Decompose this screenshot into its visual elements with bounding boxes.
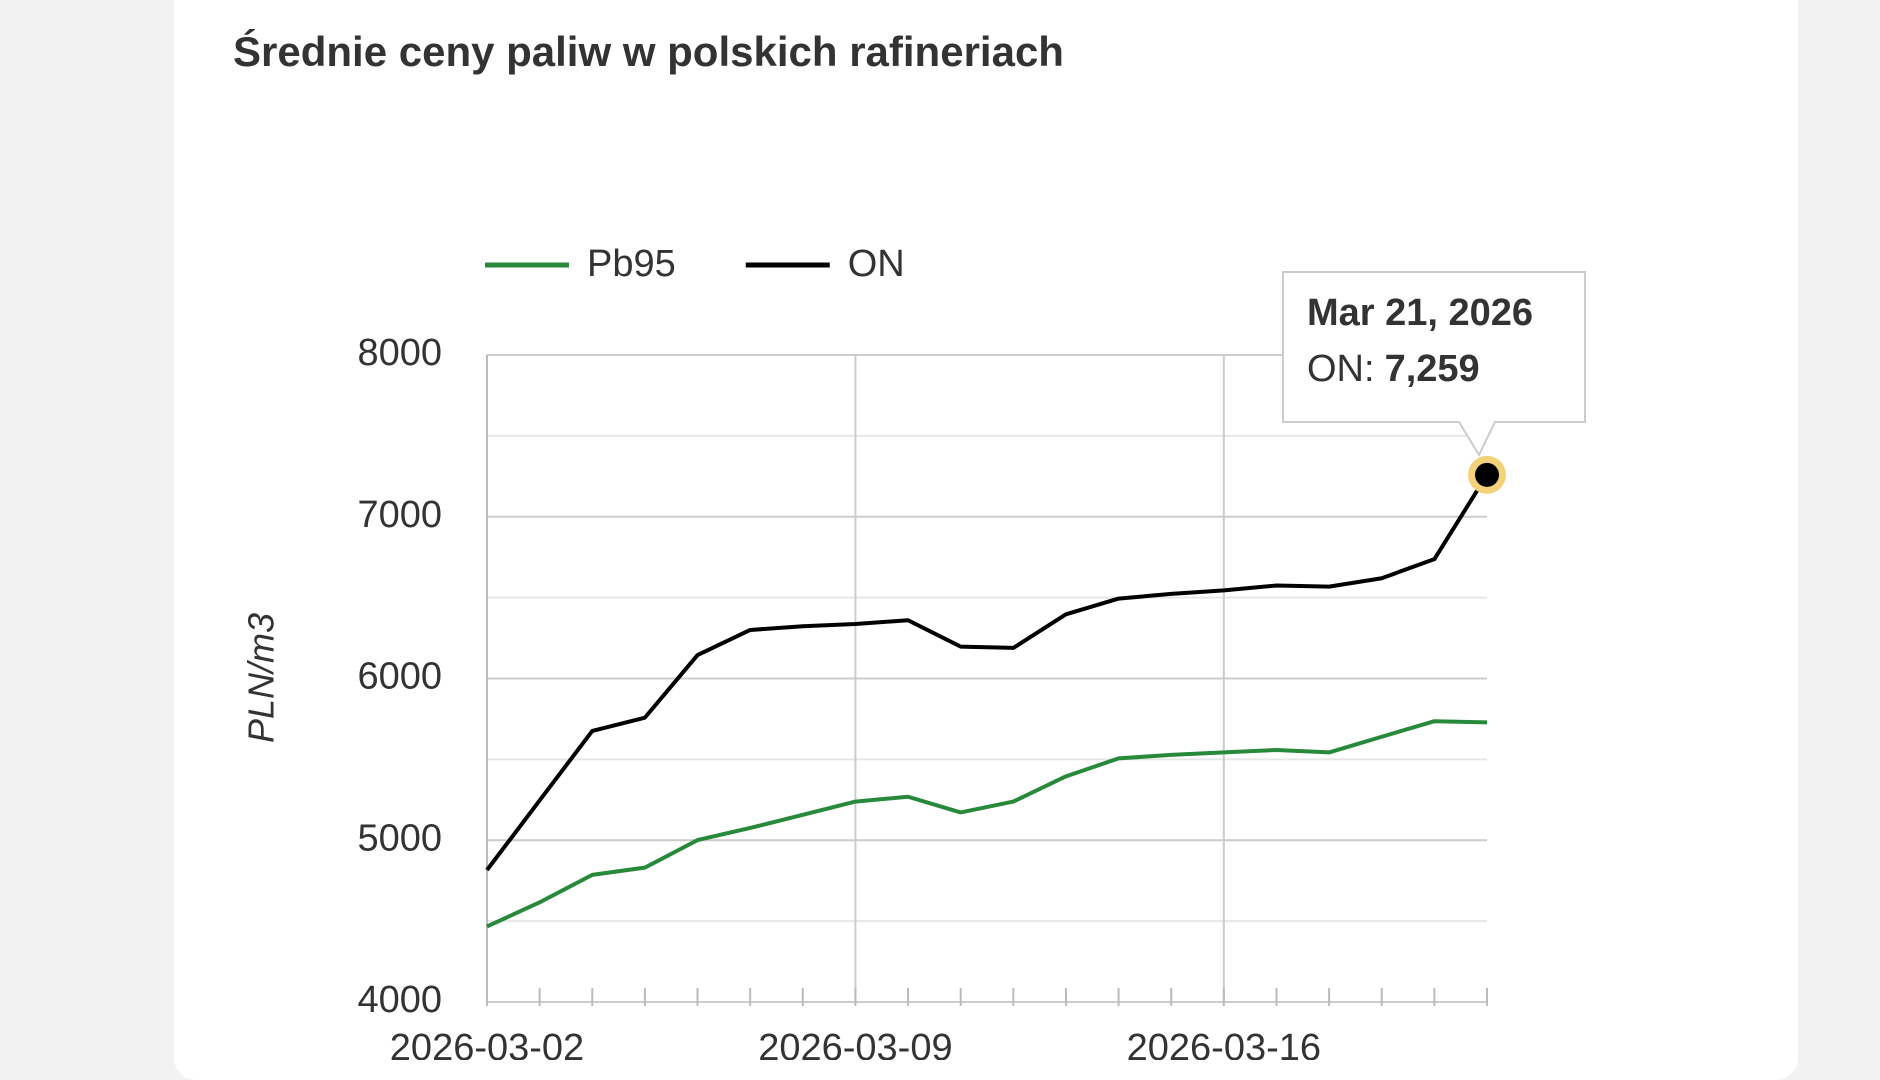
legend-label: Pb95 — [587, 243, 676, 285]
y-tick-label: 6000 — [357, 656, 442, 698]
tooltip-date: Mar 21, 2026 — [1307, 292, 1533, 334]
x-tick-label: 2026-03-02 — [390, 1027, 584, 1060]
legend-label: ON — [848, 243, 905, 285]
x-tick-label: 2026-03-09 — [758, 1027, 952, 1060]
series-line — [485, 473, 1489, 872]
y-tick-label: 8000 — [357, 332, 442, 374]
y-tick-label: 4000 — [357, 979, 442, 1021]
card — [174, 0, 1798, 1080]
y-tick-label: 7000 — [357, 494, 442, 536]
y-tick-label: 5000 — [357, 817, 442, 859]
tooltip-value: 7,259 — [1385, 348, 1480, 390]
y-axis-label: PLN/m3 — [241, 613, 282, 743]
tooltip-box — [1282, 271, 1586, 457]
series-line — [486, 719, 1488, 929]
x-tick-label: 2026-03-16 — [1127, 1027, 1321, 1060]
tooltip-label: ON: — [1307, 348, 1375, 390]
chart-title: Średnie ceny paliw w polskich rafineriac… — [233, 27, 1064, 75]
highlight-point-core — [1475, 462, 1499, 487]
